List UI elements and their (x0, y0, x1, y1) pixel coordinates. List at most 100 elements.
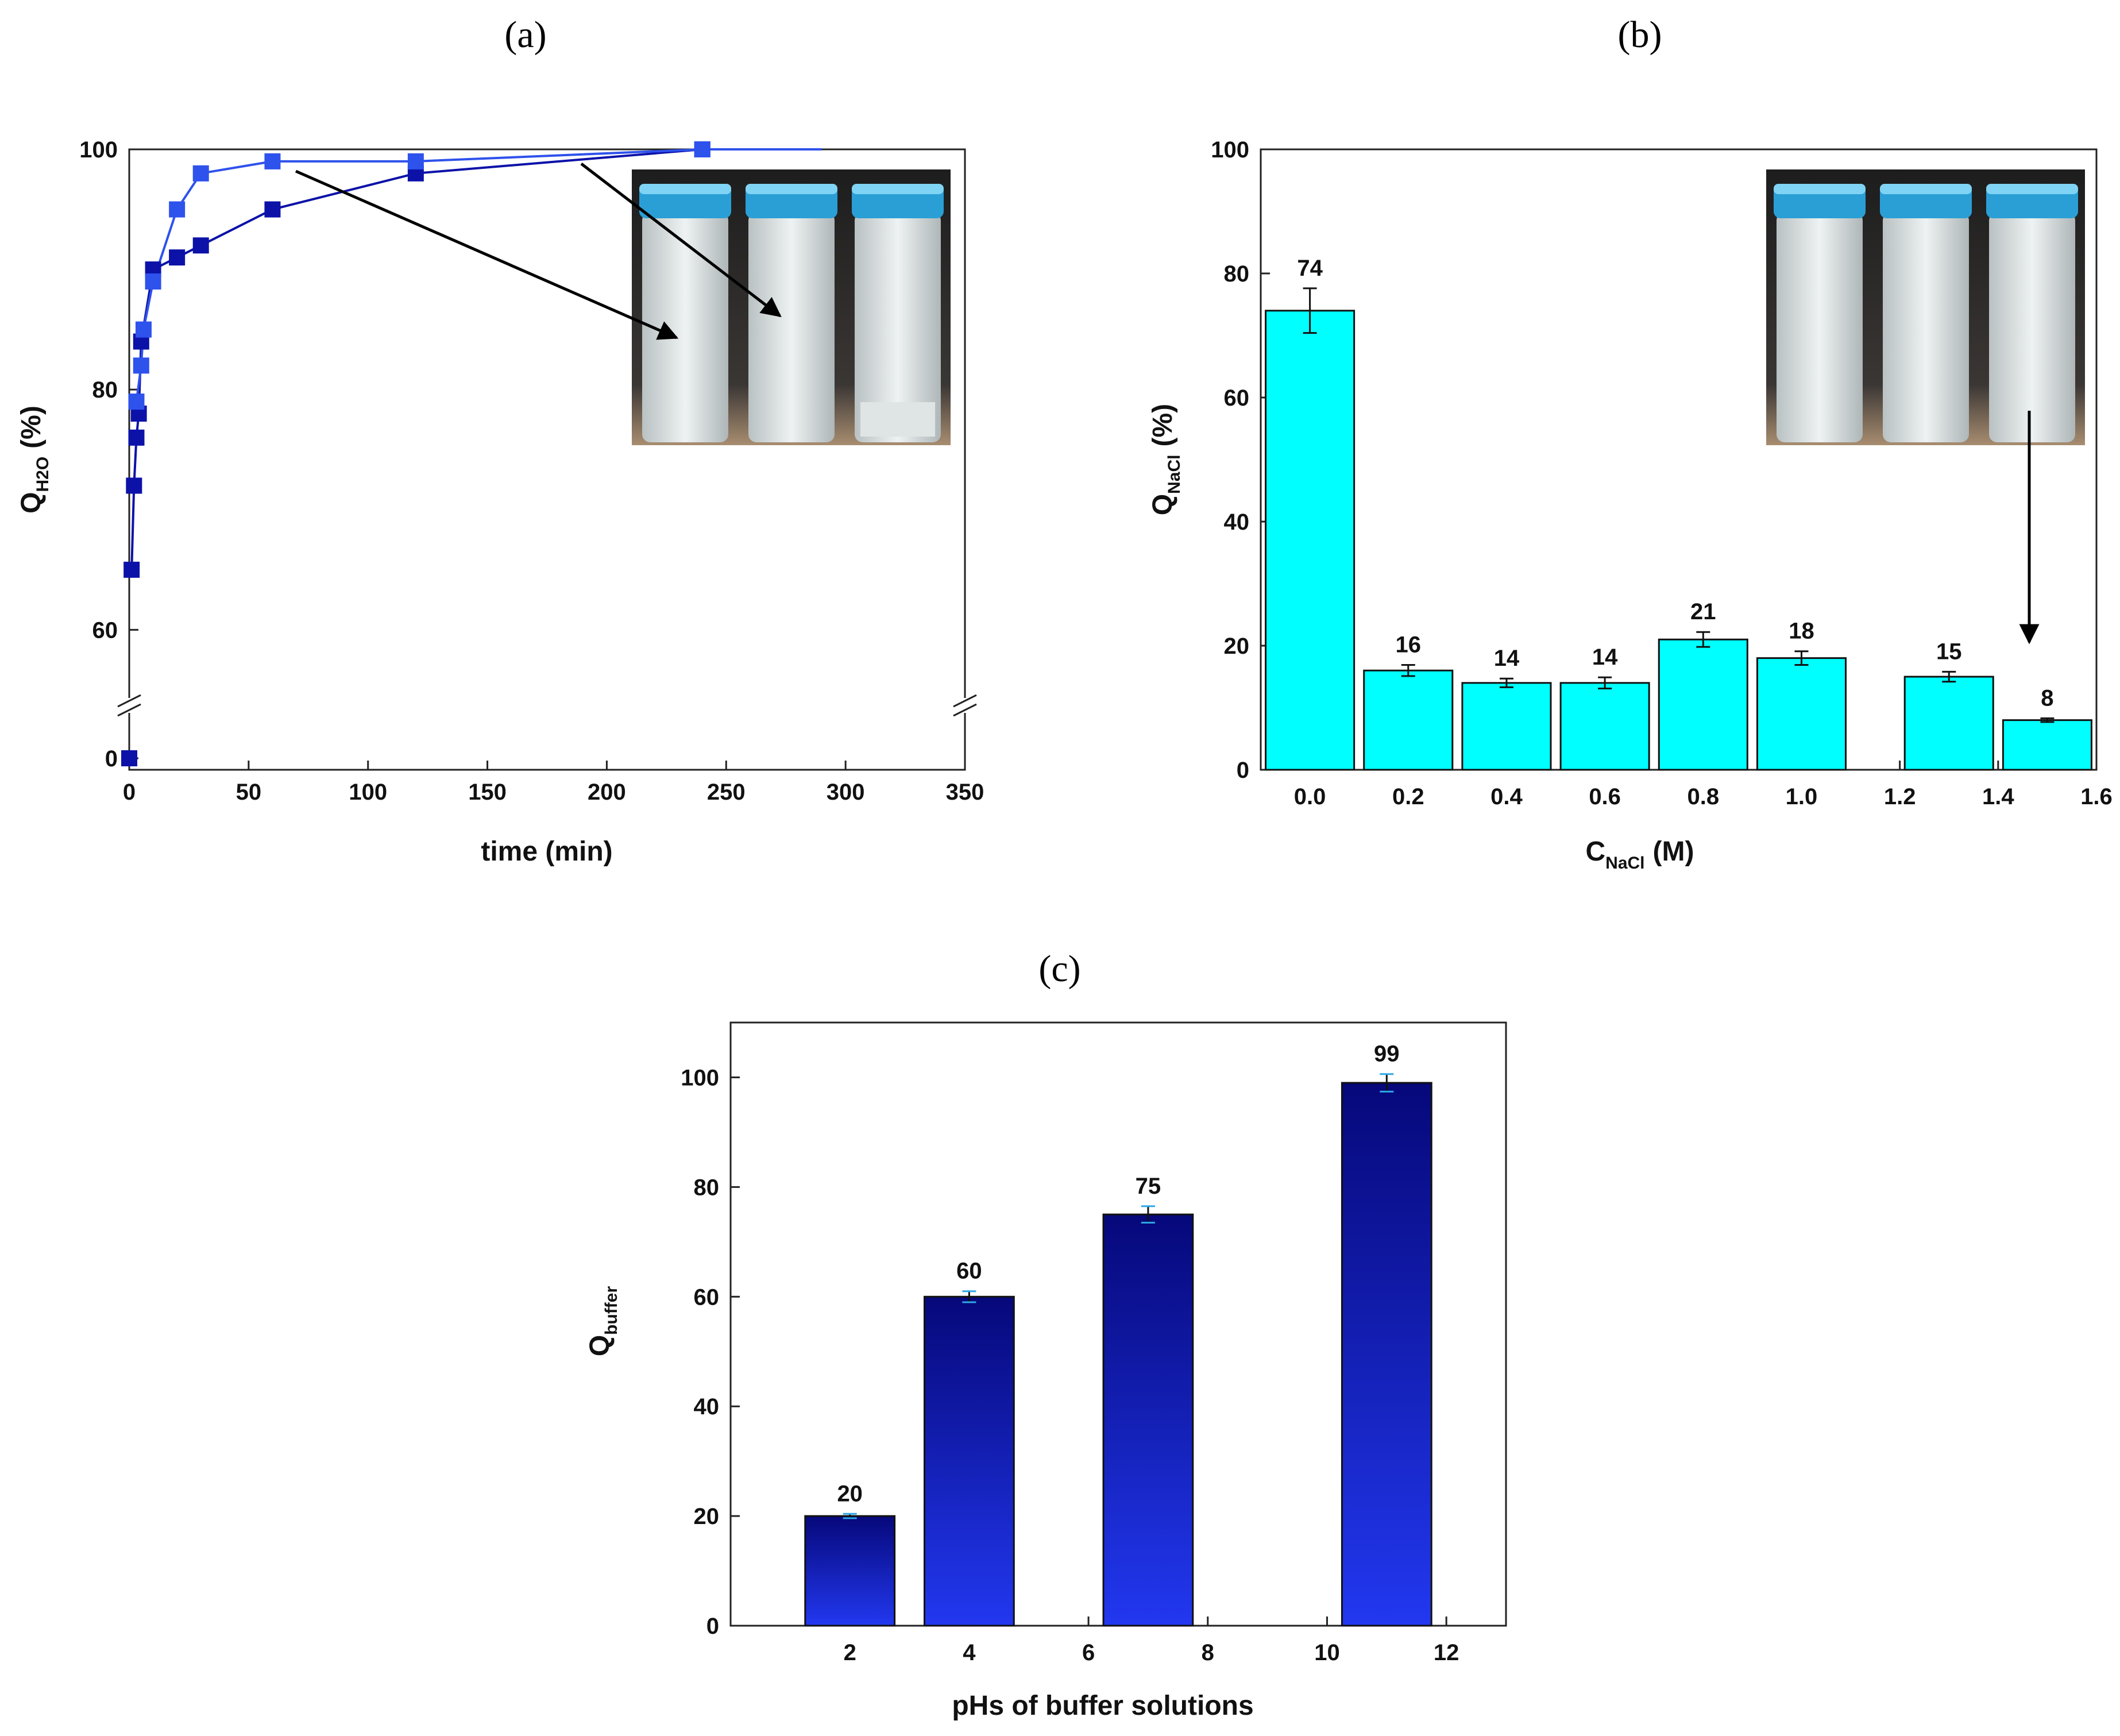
x-tick-label: 200 (588, 780, 626, 805)
panel-a-ylabel: QH2O (%) (16, 406, 52, 514)
y-tick-label: 60 (1224, 385, 1250, 411)
panel-c-chart: 2 4 6 8 10 12 0 20 40 60 80 100 20 60 75 99 pHs of buf… (585, 1021, 1507, 1721)
data-label: 14 (1592, 645, 1618, 670)
y-tick-label: 100 (1211, 137, 1249, 163)
panel-a-ylabel-main: Q (16, 492, 47, 514)
panel-a-arrow (295, 169, 679, 340)
data-point-light (694, 141, 710, 157)
panel-a-break-mark (953, 703, 977, 717)
vial (1880, 184, 1972, 442)
data-point-dark (123, 561, 140, 578)
panel-a-chart: 0 50 100 150 200 250 300 350 60 80 100 0 (16, 137, 984, 867)
x-tick-label: 12 (1434, 1640, 1459, 1665)
panel-b-inset-photo (1766, 169, 2085, 445)
bar (1341, 1082, 1432, 1627)
panel-b-xlabel-sub: NaCl (1605, 854, 1644, 873)
data-point-light (264, 153, 281, 169)
x-tick-label: 350 (946, 780, 984, 805)
bar (1903, 676, 1994, 771)
data-point-light (135, 321, 152, 338)
data-label: 21 (1690, 599, 1716, 624)
vial (639, 184, 731, 442)
bar (804, 1515, 896, 1627)
y-tick-label: 60 (694, 1284, 720, 1310)
bar (1363, 669, 1454, 771)
x-tick-label: 0.2 (1392, 784, 1424, 809)
data-label: 8 (2041, 685, 2053, 711)
y-tick-label: 20 (694, 1504, 720, 1529)
panel-c-ylabel-sub: buffer (602, 1286, 621, 1335)
panel-a-inset-photo (632, 169, 951, 445)
panel-b-xlabel-unit: (M) (1653, 836, 1694, 867)
x-tick-label: 0.0 (1294, 784, 1326, 809)
svg-text:Qbuffer: Qbuffer (585, 1286, 621, 1357)
y-tick-label: 80 (1224, 261, 1250, 287)
panel-a-xlabel: time (min) (481, 836, 612, 867)
y-tick-label: 0 (105, 746, 118, 771)
x-tick-label: 0.6 (1589, 784, 1621, 809)
panel-b-label: (b) (1618, 14, 1662, 56)
data-label: 20 (837, 1481, 863, 1506)
x-tick-label: 8 (1202, 1640, 1214, 1665)
y-tick-label: 0 (1237, 758, 1249, 783)
data-label: 99 (1374, 1041, 1400, 1067)
panel-b-xlabel-main: C (1586, 836, 1606, 867)
bar (1658, 638, 1748, 771)
x-tick-label: 4 (963, 1640, 976, 1665)
vial (746, 184, 837, 442)
y-tick-label: 40 (1224, 510, 1250, 535)
data-point-dark (264, 201, 281, 218)
x-tick-label: 0 (123, 780, 136, 805)
y-tick-label: 100 (79, 137, 118, 163)
y-tick-label: 20 (1224, 634, 1250, 659)
x-tick-label: 2 (844, 1640, 856, 1665)
y-tick-label: 40 (694, 1394, 720, 1419)
panel-a-label: (a) (504, 14, 546, 56)
x-tick-label: 1.6 (2080, 784, 2113, 809)
data-label: 60 (956, 1259, 982, 1284)
x-tick-label: 150 (468, 780, 507, 805)
bar (1461, 682, 1552, 771)
svg-text:CNaCl(M): CNaCl (M) (1586, 836, 1694, 873)
data-point-light (192, 165, 209, 182)
x-tick-label: 100 (349, 780, 387, 805)
x-tick-label: 0.4 (1490, 784, 1523, 809)
bar (1756, 657, 1847, 771)
y-tick-label: 100 (681, 1065, 719, 1090)
y-tick-label: 0 (706, 1614, 719, 1639)
data-point-dark (128, 429, 145, 446)
panel-c-label: (c) (1038, 948, 1080, 990)
data-point-light (407, 153, 424, 169)
panel-a-ylabel-unit: (%) (16, 406, 47, 449)
y-tick-label: 60 (92, 618, 118, 643)
panel-a-break-mark (117, 694, 141, 708)
x-tick-label: 1.4 (1982, 784, 2014, 809)
data-label: 74 (1297, 256, 1323, 281)
vial (1986, 184, 2078, 442)
data-label: 15 (1936, 639, 1962, 664)
data-point-dark (169, 249, 186, 266)
panel-a-frame (128, 148, 966, 771)
data-label: 75 (1136, 1174, 1161, 1199)
panel-b-chart: 0.0 0.2 0.4 0.6 0.8 1.0 1.2 1.4 1.6020406080100 … (1148, 137, 2113, 873)
bar (2002, 719, 2092, 771)
panel-a-ylabel-sub: H2O (33, 457, 52, 492)
data-label: 16 (1396, 632, 1422, 657)
panel-b-xlabel: CNaCl (M) (1586, 836, 1694, 873)
x-tick-label: 50 (236, 780, 262, 805)
y-tick-label: 80 (694, 1175, 720, 1200)
panel-b-ylabel-main: Q (1148, 494, 1178, 515)
data-label: 18 (1789, 619, 1814, 644)
panel-a-break-mark (117, 703, 141, 717)
data-point-dark (192, 237, 209, 254)
svg-text:QNaCl(%): QNaCl (%) (1148, 404, 1184, 515)
bar (1265, 310, 1356, 771)
x-tick-label: 300 (827, 780, 865, 805)
x-tick-label: 0.8 (1687, 784, 1719, 809)
vial (852, 184, 944, 442)
bar (1102, 1213, 1194, 1627)
data-point-light (169, 201, 186, 218)
x-tick-label: 250 (707, 780, 746, 805)
panel-b-ylabel-sub: NaCl (1165, 454, 1184, 493)
